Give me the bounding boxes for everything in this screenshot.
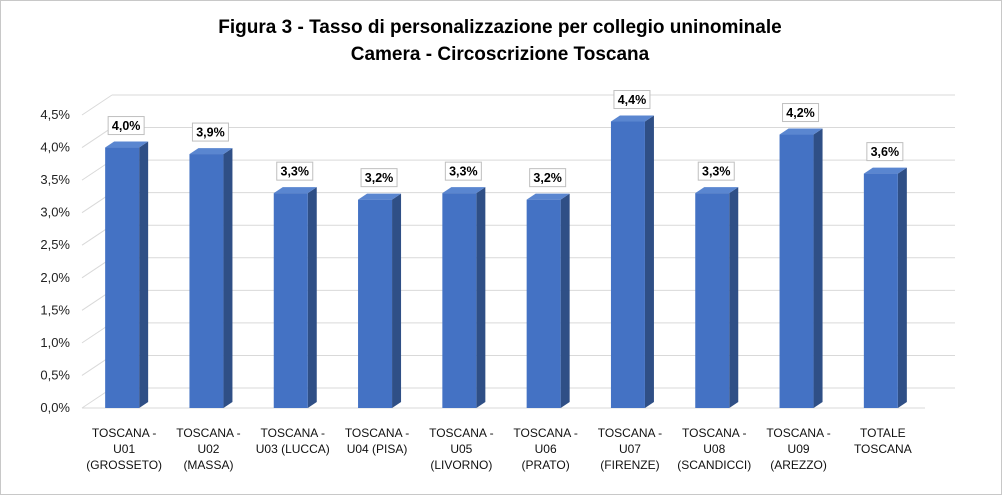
- x-tick-label: TOTALE: [860, 426, 906, 440]
- x-tick-label: TOSCANA -: [261, 426, 325, 440]
- bar-top: [610, 115, 654, 122]
- chart-title: Figura 3 - Tasso di personalizzazione pe…: [218, 17, 782, 38]
- x-tick-label: TOSCANA -: [766, 426, 830, 440]
- data-label: 3,2%: [533, 171, 562, 185]
- bar: [779, 134, 814, 409]
- gridline-depth: [81, 127, 113, 148]
- bar-side: [223, 148, 233, 409]
- bar: [526, 199, 561, 408]
- x-tick-label: U03 (LUCCA): [256, 442, 330, 456]
- chart-title-block: Figura 3 - Tasso di personalizzazione pe…: [0, 14, 1000, 68]
- y-tick-label: 4,5%: [40, 107, 70, 122]
- data-label: 3,3%: [449, 165, 478, 179]
- data-label-box: [782, 103, 820, 123]
- x-tick-label: (MASSA): [183, 458, 233, 472]
- bar-top: [358, 193, 402, 200]
- bar-side: [897, 167, 907, 408]
- x-tick-label: U04 (PISA): [347, 442, 408, 456]
- chart-subtitle: Camera - Circoscrizione Toscana: [350, 44, 650, 65]
- bar-top: [105, 141, 149, 148]
- x-tick-label: (GROSSETO): [86, 458, 162, 472]
- data-label-box: [191, 122, 229, 142]
- x-tick-label: TOSCANA -: [682, 426, 746, 440]
- y-tick-label: 2,0%: [40, 270, 70, 285]
- x-tick-label: TOSCANA -: [345, 426, 409, 440]
- data-label: 4,0%: [112, 119, 141, 133]
- bar: [695, 193, 730, 408]
- bar-top: [526, 193, 570, 200]
- bar-side: [139, 141, 149, 409]
- y-tick-label: 3,0%: [40, 205, 70, 220]
- bar-top: [695, 187, 739, 194]
- x-tick-label: (FIRENZE): [600, 458, 659, 472]
- x-tick-label: (PRATO): [522, 458, 570, 472]
- bar-top: [863, 167, 907, 174]
- data-label-box: [107, 116, 145, 136]
- x-tick-label: TOSCANA -: [176, 426, 240, 440]
- data-label-box: [697, 161, 735, 181]
- bar-top: [189, 148, 233, 155]
- bar: [610, 121, 645, 408]
- x-tick-label: U08: [703, 442, 725, 456]
- bar-side: [307, 187, 317, 408]
- y-tick-label: 1,0%: [40, 335, 70, 350]
- x-tick-label: U06: [535, 442, 557, 456]
- data-label-box: [613, 90, 651, 110]
- y-tick-label: 0,0%: [40, 400, 70, 415]
- x-tick-label: U09: [788, 442, 810, 456]
- bar-side: [729, 187, 739, 408]
- data-label: 4,2%: [786, 106, 815, 120]
- x-tick-label: TOSCANA -: [92, 426, 156, 440]
- data-label: 3,9%: [196, 126, 225, 140]
- bar: [105, 147, 140, 409]
- bar-top: [442, 187, 486, 194]
- x-tick-label: (LIVORNO): [430, 458, 492, 472]
- x-tick-label: TOSCANA -: [598, 426, 662, 440]
- y-tick-label: 0,5%: [40, 367, 70, 382]
- x-tick-label: (AREZZO): [770, 458, 827, 472]
- x-tick-label: U02: [197, 442, 219, 456]
- bar: [273, 193, 308, 408]
- x-tick-label: TOSCANA: [854, 442, 912, 456]
- bar-top: [273, 187, 317, 194]
- x-tick-label: TOSCANA -: [429, 426, 493, 440]
- data-label: 4,4%: [618, 93, 647, 107]
- y-tick-label: 3,5%: [40, 172, 70, 187]
- bar-side: [476, 187, 486, 408]
- bar: [442, 193, 477, 408]
- x-tick-label: U07: [619, 442, 641, 456]
- data-label-box: [276, 161, 314, 181]
- x-tick-label: U01: [113, 442, 135, 456]
- bar: [863, 173, 898, 408]
- bar-top: [779, 128, 823, 135]
- gridline-depth: [81, 94, 113, 116]
- x-tick-label: TOSCANA -: [513, 426, 577, 440]
- data-label: 3,6%: [871, 145, 900, 159]
- data-label-box: [360, 168, 398, 188]
- data-label: 3,3%: [702, 165, 731, 179]
- bar-side: [560, 193, 570, 408]
- bar-side: [644, 115, 654, 408]
- bar-side: [813, 128, 823, 409]
- data-label: 3,2%: [365, 171, 394, 185]
- data-label-box: [444, 161, 482, 181]
- bar-side: [392, 193, 402, 408]
- y-tick-label: 1,5%: [40, 302, 70, 317]
- data-label-box: [866, 142, 904, 162]
- bar: [358, 199, 393, 408]
- y-tick-label: 2,5%: [40, 237, 70, 252]
- data-label: 3,3%: [281, 165, 310, 179]
- x-tick-label: (SCANDICCI): [677, 458, 751, 472]
- data-label-box: [529, 168, 567, 188]
- x-tick-label: U05: [450, 442, 472, 456]
- bar: [189, 154, 224, 408]
- y-tick-label: 4,0%: [40, 140, 70, 155]
